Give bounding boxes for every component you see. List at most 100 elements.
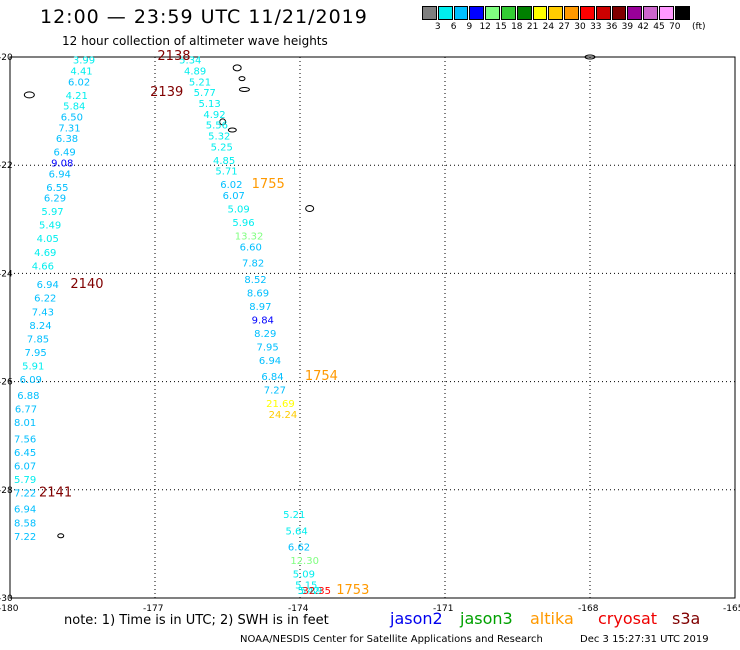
wave-height-value: 6.29 [44, 194, 66, 205]
color-swatch [532, 6, 548, 20]
island-outline [238, 86, 250, 92]
latitude-tick-label: -28 [0, 486, 13, 496]
longitude-tick-label: -180 [0, 604, 19, 614]
wave-height-value: 5.25 [211, 142, 233, 153]
latitude-tick-label: -20 [0, 53, 13, 63]
map-title: 12:00 — 23:59 UTC 11/21/2019 [40, 6, 368, 28]
longitude-tick-label: -174 [288, 604, 309, 614]
wave-height-value: 8.24 [29, 321, 51, 332]
wave-height-value: 32.35 [302, 586, 331, 597]
color-legend-label: 70 [669, 22, 681, 32]
wave-height-value: 6.07 [223, 191, 245, 202]
color-legend [422, 6, 691, 20]
pass-time-label: 2138 [157, 49, 190, 64]
wave-height-value: 6.22 [34, 294, 56, 305]
island-outline [584, 54, 596, 60]
wave-height-value: 7.22 [14, 489, 36, 500]
island-outline [219, 118, 227, 126]
longitude-tick-label: -168 [578, 604, 599, 614]
color-legend-label: 24 [542, 22, 555, 32]
wave-height-value: 5.13 [199, 99, 221, 110]
longitude-tick-label: -171 [433, 604, 453, 614]
wave-height-value: 6.84 [261, 372, 283, 383]
pass-time-label: 1754 [305, 369, 338, 384]
island-outline [232, 64, 242, 72]
wave-height-value: 7.22 [14, 532, 36, 543]
pass-time-label: 2141 [39, 486, 72, 501]
pass-time-label: 2140 [70, 277, 103, 292]
wave-height-value: 5.09 [228, 204, 250, 215]
wave-height-value: 9.84 [252, 315, 274, 326]
color-legend-label: 18 [511, 22, 523, 32]
wave-height-value: 6.94 [259, 356, 281, 367]
color-swatch [548, 6, 564, 20]
wave-height-value: 8.97 [249, 302, 271, 313]
satellite-legend-item: jason2 [390, 609, 443, 628]
wave-height-value: 24.24 [269, 410, 298, 421]
satellite-legend-item: s3a [672, 609, 701, 628]
color-swatch [437, 6, 453, 20]
wave-height-value: 6.02 [220, 180, 242, 191]
wave-height-value: 7.56 [14, 434, 36, 445]
wave-height-value: 6.62 [288, 543, 310, 554]
wave-height-value: 5.15 [295, 580, 317, 591]
satellite-legend-item: cryosat [598, 609, 658, 628]
color-swatch [516, 6, 532, 20]
wave-height-value: 6.77 [15, 405, 37, 416]
color-legend-unit: (ft) [692, 22, 706, 32]
color-swatch [453, 6, 469, 20]
wave-height-value: 5.39 [300, 586, 322, 597]
wave-height-value: 5.21 [283, 510, 305, 521]
color-legend-label: 6 [450, 22, 457, 32]
color-swatch [485, 6, 500, 20]
island-outline [57, 533, 65, 539]
wave-height-value: 5.71 [215, 167, 237, 178]
wave-height-value: 7.95 [25, 348, 47, 359]
wave-height-value: 6.94 [49, 169, 71, 180]
wave-height-value: 8.29 [254, 329, 276, 340]
wave-height-value: 7.95 [257, 342, 279, 353]
color-legend-label: 33 [590, 22, 602, 32]
color-swatch [500, 6, 516, 20]
latitude-tick-label: -30 [0, 594, 13, 604]
wave-height-value: 5.34 [179, 56, 201, 67]
color-swatch [422, 6, 437, 20]
color-legend-label: 30 [574, 22, 586, 32]
wave-height-value: 6.60 [240, 242, 262, 253]
wave-height-value: 7.43 [32, 307, 54, 318]
latitude-tick-label: -24 [0, 269, 13, 279]
wave-height-value: 6.45 [14, 448, 36, 459]
wave-height-value: 5.49 [39, 221, 61, 232]
wave-height-value: 4.41 [70, 67, 92, 78]
map-subtitle: 12 hour collection of altimeter wave hei… [62, 34, 328, 48]
wave-height-value: 6.09 [20, 375, 42, 386]
map-frame [9, 56, 736, 599]
wave-height-value: 6.50 [61, 113, 83, 124]
credit-text: NOAA/NESDIS Center for Satellite Applica… [240, 634, 543, 645]
wave-height-value: 3.99 [73, 56, 95, 67]
wave-height-value: 5.32 [208, 131, 230, 142]
wave-height-value: 6.88 [17, 391, 39, 402]
wave-height-value: 7.27 [264, 386, 286, 397]
longitude-tick-label: -177 [143, 604, 163, 614]
island-outline [23, 91, 35, 99]
satellite-legend-item: jason3 [460, 609, 513, 628]
color-swatch [595, 6, 611, 20]
wave-height-value: 4.21 [66, 91, 88, 102]
color-swatch [674, 6, 690, 20]
color-swatch [469, 6, 485, 20]
wave-height-value: 5.96 [232, 218, 254, 229]
color-swatch [564, 6, 579, 20]
pass-time-label: 1753 [336, 583, 369, 598]
color-legend-label: 21 [526, 22, 539, 32]
satellite-legend-item: altika [530, 609, 574, 628]
wave-height-value: 7.85 [27, 334, 49, 345]
wave-height-value: 4.85 [213, 156, 235, 167]
color-legend-label: 12 [479, 22, 491, 32]
wave-height-value: 5.97 [41, 207, 63, 218]
wave-height-value: 5.77 [194, 88, 216, 99]
wave-height-value: 5.84 [63, 102, 85, 113]
color-swatch [627, 6, 643, 20]
color-swatch [658, 6, 674, 20]
